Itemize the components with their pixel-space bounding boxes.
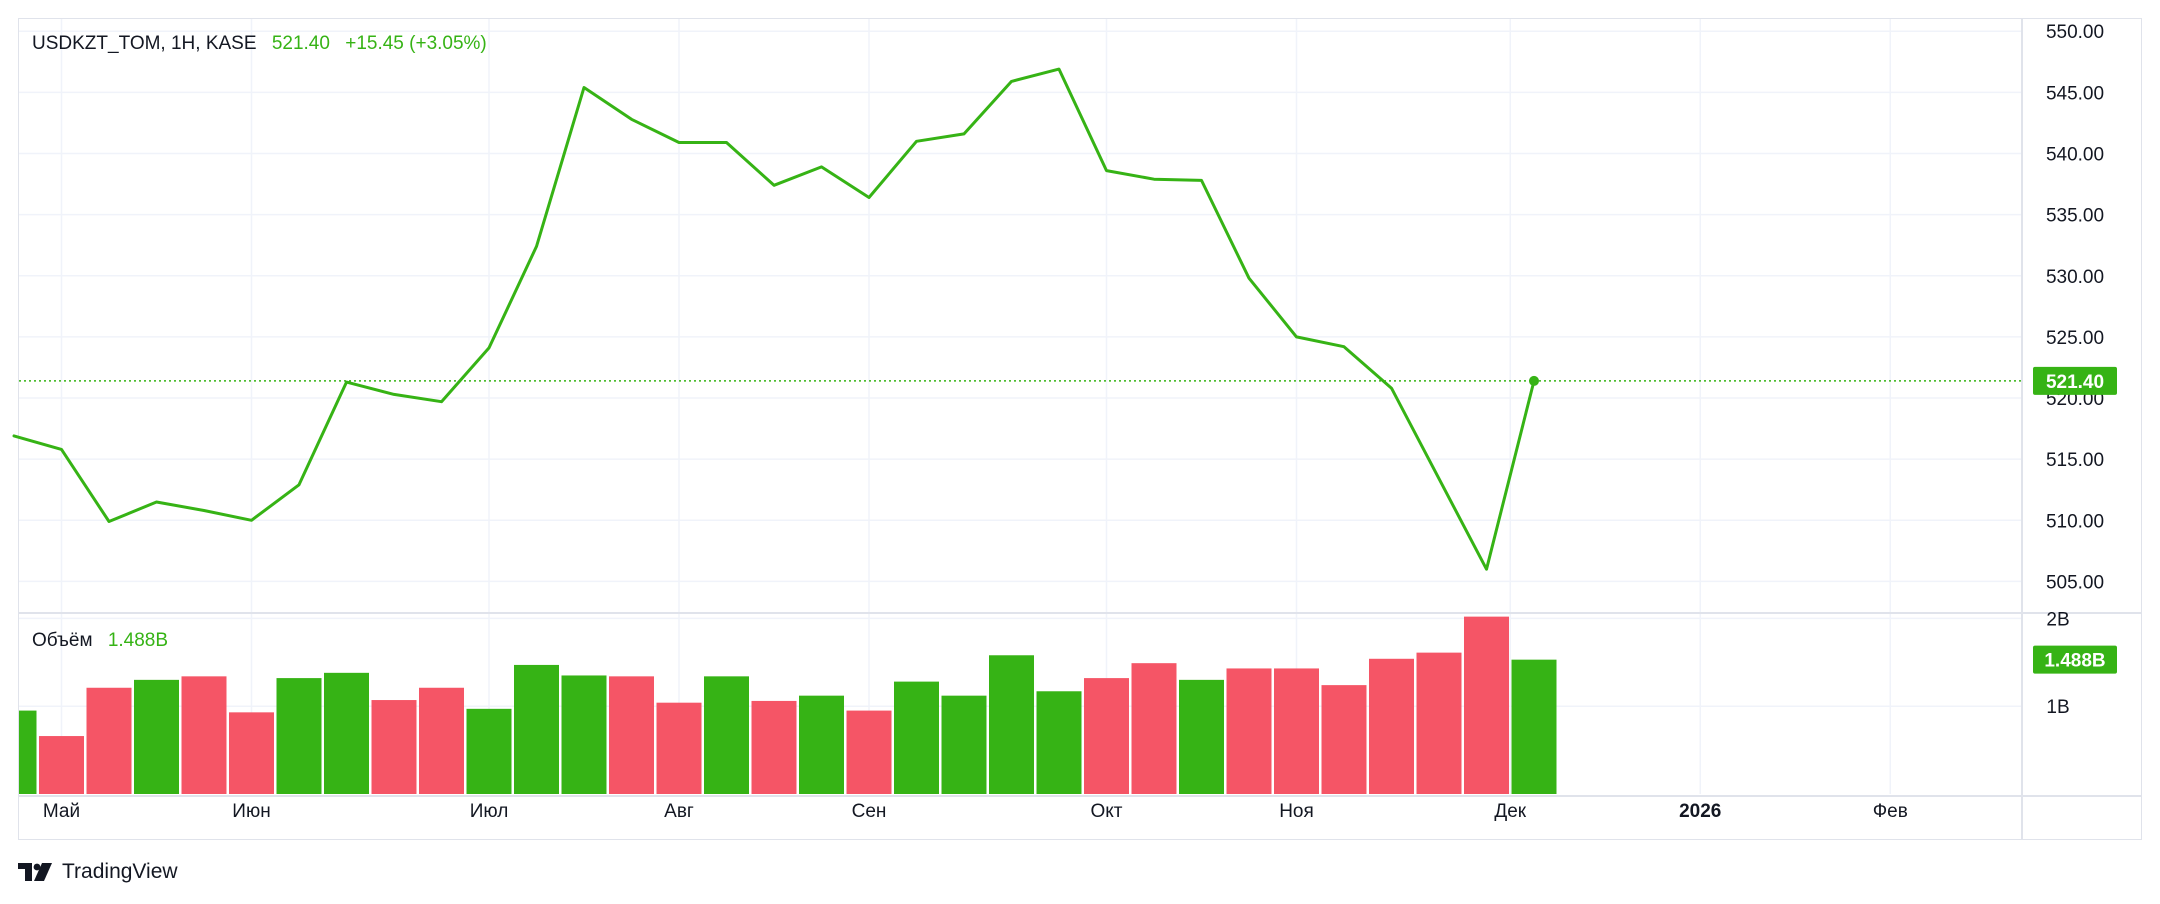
volume-bar [1179, 679, 1224, 794]
volume-bar [1321, 685, 1367, 794]
time-axis-label: Июл [470, 801, 509, 822]
time-axis-label: Сен [852, 801, 887, 822]
time-axis-label: Ноя [1279, 801, 1314, 822]
time-axis-label: 2026 [1679, 801, 1721, 822]
volume-bar [609, 676, 654, 794]
symbol-label: USDKZT_TOM, 1H, KASE [32, 33, 257, 54]
volume-bar [39, 736, 84, 794]
volume-bar [1274, 668, 1319, 794]
price-line [12, 67, 1536, 571]
time-axis-label: Окт [1090, 801, 1122, 822]
volume-bar [1369, 658, 1414, 794]
volume-bar [894, 681, 939, 794]
volume-bar [656, 702, 702, 794]
volume-bar [134, 679, 179, 794]
last-price-badge [2033, 366, 2117, 395]
volume-bar [1416, 652, 1462, 794]
price-tick-label: 540.00 [2046, 144, 2104, 165]
price-tick-label: 550.00 [2046, 22, 2104, 43]
volume-bar [846, 710, 892, 794]
last-price-legend: 521.40 [271, 33, 330, 54]
volume-bar [704, 676, 749, 794]
price-tick-label: 535.00 [2046, 206, 2104, 227]
last-volume-badge [2033, 645, 2117, 674]
price-tick-label: 530.00 [2046, 267, 2104, 288]
volume-bar [181, 676, 227, 794]
volume-bar [1511, 659, 1557, 794]
volume-bar [19, 710, 37, 794]
price-tick-label: 515.00 [2046, 450, 2104, 471]
last-price-dot [1529, 375, 1539, 386]
last-price-badge-label: 521.40 [2046, 372, 2104, 393]
price-tick-label: 525.00 [2046, 328, 2104, 349]
last-volume-badge-label: 1.488B [2044, 651, 2105, 672]
price-tick-label: 510.00 [2046, 511, 2104, 532]
volume-bar [1131, 663, 1177, 794]
time-axis-label: Июн [232, 801, 270, 822]
time-axis-label: Май [43, 801, 80, 822]
volume-bar [799, 695, 844, 794]
volume-legend: Объём 1.488B [32, 630, 168, 652]
price-change: +15.45 (+3.05%) [345, 33, 487, 54]
tradingview-brand[interactable]: TradingView [18, 860, 178, 884]
volume-bar [371, 700, 417, 794]
volume-bar [276, 678, 322, 794]
volume-bar [1226, 668, 1272, 794]
price-tick-label: 505.00 [2046, 572, 2104, 593]
volume-bar [229, 712, 274, 794]
volume-label: Объём [32, 630, 93, 651]
time-axis-label: Авг [664, 801, 694, 822]
volume-bar [561, 675, 607, 794]
time-axis-label: Дек [1494, 801, 1526, 822]
volume-bar [1084, 678, 1129, 794]
tradingview-logo-icon [18, 863, 52, 881]
volume-bar [86, 687, 132, 794]
volume-bar [514, 664, 559, 794]
tradingview-wordmark: TradingView [62, 860, 178, 883]
volume-bar [324, 672, 369, 794]
volume-value: 1.488B [107, 630, 169, 651]
volume-bar [941, 695, 987, 794]
volume-bar [466, 708, 512, 794]
volume-bar [751, 700, 797, 794]
volume-bar [419, 687, 464, 794]
time-axis-label: Фев [1873, 801, 1908, 822]
volume-bar [989, 655, 1034, 794]
price-tick-label: 545.00 [2046, 83, 2104, 104]
volume-bar [1464, 616, 1509, 794]
volume-tick-label: 1B [2046, 697, 2069, 718]
symbol-legend: USDKZT_TOM, 1H, KASE 521.40 +15.45 (+3.0… [32, 33, 487, 55]
volume-bar [1036, 691, 1082, 794]
volume-tick-label: 2B [2046, 609, 2069, 630]
chart-frame [18, 18, 2142, 840]
